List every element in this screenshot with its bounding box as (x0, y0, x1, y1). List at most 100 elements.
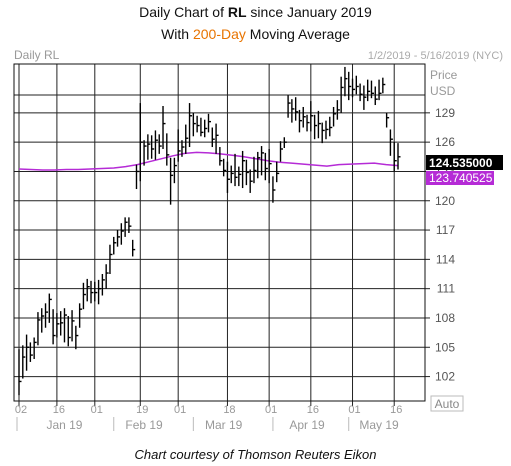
ohlc-bar (200, 117, 204, 137)
ohlc-bar (397, 143, 401, 170)
x-day-tick-label: 16 (53, 404, 65, 416)
ohlc-bar (67, 316, 71, 347)
x-month-tick-label: Feb 19 (125, 418, 163, 432)
ohlc-bar (230, 165, 234, 184)
ohlc-bar (249, 169, 253, 193)
ohlc-bar (173, 157, 177, 184)
ohlc-bar (59, 311, 64, 336)
x-day-tick-label: 01 (348, 404, 360, 416)
ohlc-bar (226, 161, 230, 193)
ohlc-bar (154, 130, 158, 160)
ohlc-bar (310, 101, 314, 132)
ohlc-bar (363, 85, 367, 110)
instrument-label: Daily RL (14, 48, 60, 62)
ohlc-bar (139, 103, 143, 182)
ohlc-bar (325, 120, 329, 140)
ohlc-bar (385, 112, 390, 128)
ohlc-bar (75, 325, 79, 350)
ohlc-bar (222, 158, 227, 177)
ohlc-bar (389, 129, 393, 156)
chart-title-line2: With 200-Day Moving Average (0, 26, 511, 42)
ohlc-bar (143, 140, 147, 166)
x-day-tick-label: 01 (91, 404, 103, 416)
ohlc-bar (207, 113, 211, 133)
ohlc-bar (48, 293, 52, 323)
y-tick-label: 117 (436, 223, 455, 237)
ohlc-bar (253, 156, 257, 184)
ohlc-bar (52, 309, 56, 345)
moving-average-label: 123.740525 (429, 171, 493, 185)
ohlc-bar (348, 71, 352, 101)
x-tick-labels: 02 16 01 19 01 18 01 16 01 16 Jan 19 Feb 19 Mar 19 Ap… (15, 404, 402, 432)
title-suffix: since January 2019 (246, 4, 372, 20)
moving-average-layer (18, 151, 399, 171)
ohlc-bar (329, 116, 333, 137)
ohlc-bar (279, 141, 284, 162)
x-month-tick-label: Mar 19 (205, 418, 243, 432)
y-tick-label: 114 (436, 252, 455, 266)
plot-frame (13, 63, 426, 402)
ohlc-bar (302, 106, 306, 128)
auto-scale-button[interactable] (430, 395, 464, 412)
ohlc-bar (78, 303, 83, 328)
ohlc-bar (291, 99, 295, 123)
y-tick-label: 129 (435, 106, 455, 120)
ohlc-bar (264, 152, 268, 181)
ohlc-bar (33, 337, 37, 359)
ohlc-bar (29, 342, 33, 362)
ohlc-bar (44, 303, 49, 328)
ohlc-bar (56, 313, 60, 338)
ohlc-bar (162, 106, 166, 149)
ohlc-bar (196, 115, 200, 133)
ohlc-bar (90, 280, 94, 304)
ohlc-bar (25, 334, 30, 371)
last-price-label: 124.535000 (429, 156, 493, 170)
ohlc-bar (219, 147, 223, 166)
moving-average-box (426, 171, 494, 185)
ohlc-bar (294, 97, 299, 121)
x-month-tick-label: May 19 (359, 418, 399, 432)
ohlc-bar (158, 134, 162, 154)
moving-average-line (18, 151, 399, 171)
ohlc-bar (18, 349, 22, 396)
ohlc-bar (71, 310, 75, 342)
ohlc-bar (177, 129, 181, 162)
subtitle-suffix: Moving Average (245, 26, 350, 42)
ohlc-bar (344, 66, 348, 97)
grid-lines (14, 64, 430, 406)
ohlc-bar (131, 239, 136, 257)
ohlc-bar (268, 148, 272, 184)
ohlc-bar (101, 274, 105, 296)
x-day-tick-label: 16 (390, 404, 402, 416)
title-prefix: Daily Chart of (139, 4, 228, 20)
ohlc-bar (298, 109, 302, 133)
ohlc-bar (287, 95, 291, 118)
ohlc-bar (321, 122, 325, 144)
ohlc-bar (63, 308, 67, 343)
ohlc-bar (204, 119, 208, 138)
x-day-tick-label: 02 (15, 404, 27, 416)
ohlc-bar (120, 223, 124, 245)
ohlc-bar (366, 79, 371, 102)
ohlc-bar (41, 308, 45, 333)
ohlc-bar (147, 134, 151, 160)
x-month-tick-label: Apr 19 (289, 418, 325, 432)
ohlc-bar (238, 166, 242, 187)
subtitle-prefix: With (161, 26, 193, 42)
chart-background (0, 48, 511, 446)
ohlc-bar (382, 77, 386, 94)
ohlc-bar (128, 217, 132, 233)
x-day-tick-label: 16 (307, 404, 319, 416)
ohlc-bar (116, 230, 121, 247)
price-chart[interactable]: Daily RL 1/2/2019 - 5/16/2019 (NYC) Pric… (0, 48, 511, 446)
ohlc-bar (332, 106, 337, 127)
ohlc-bar (185, 124, 189, 154)
ohlc-bar (283, 137, 287, 149)
ohlc-bar (215, 123, 219, 154)
chart-credit: Chart courtesy of Thomson Reuters Eikon (134, 447, 377, 462)
chart-title-line1: Daily Chart of RL since January 2019 (0, 4, 511, 20)
ohlc-bar (272, 176, 276, 203)
x-day-tick-label: 01 (174, 404, 186, 416)
ohlc-bar (86, 278, 90, 302)
ohlc-bar (150, 135, 155, 159)
